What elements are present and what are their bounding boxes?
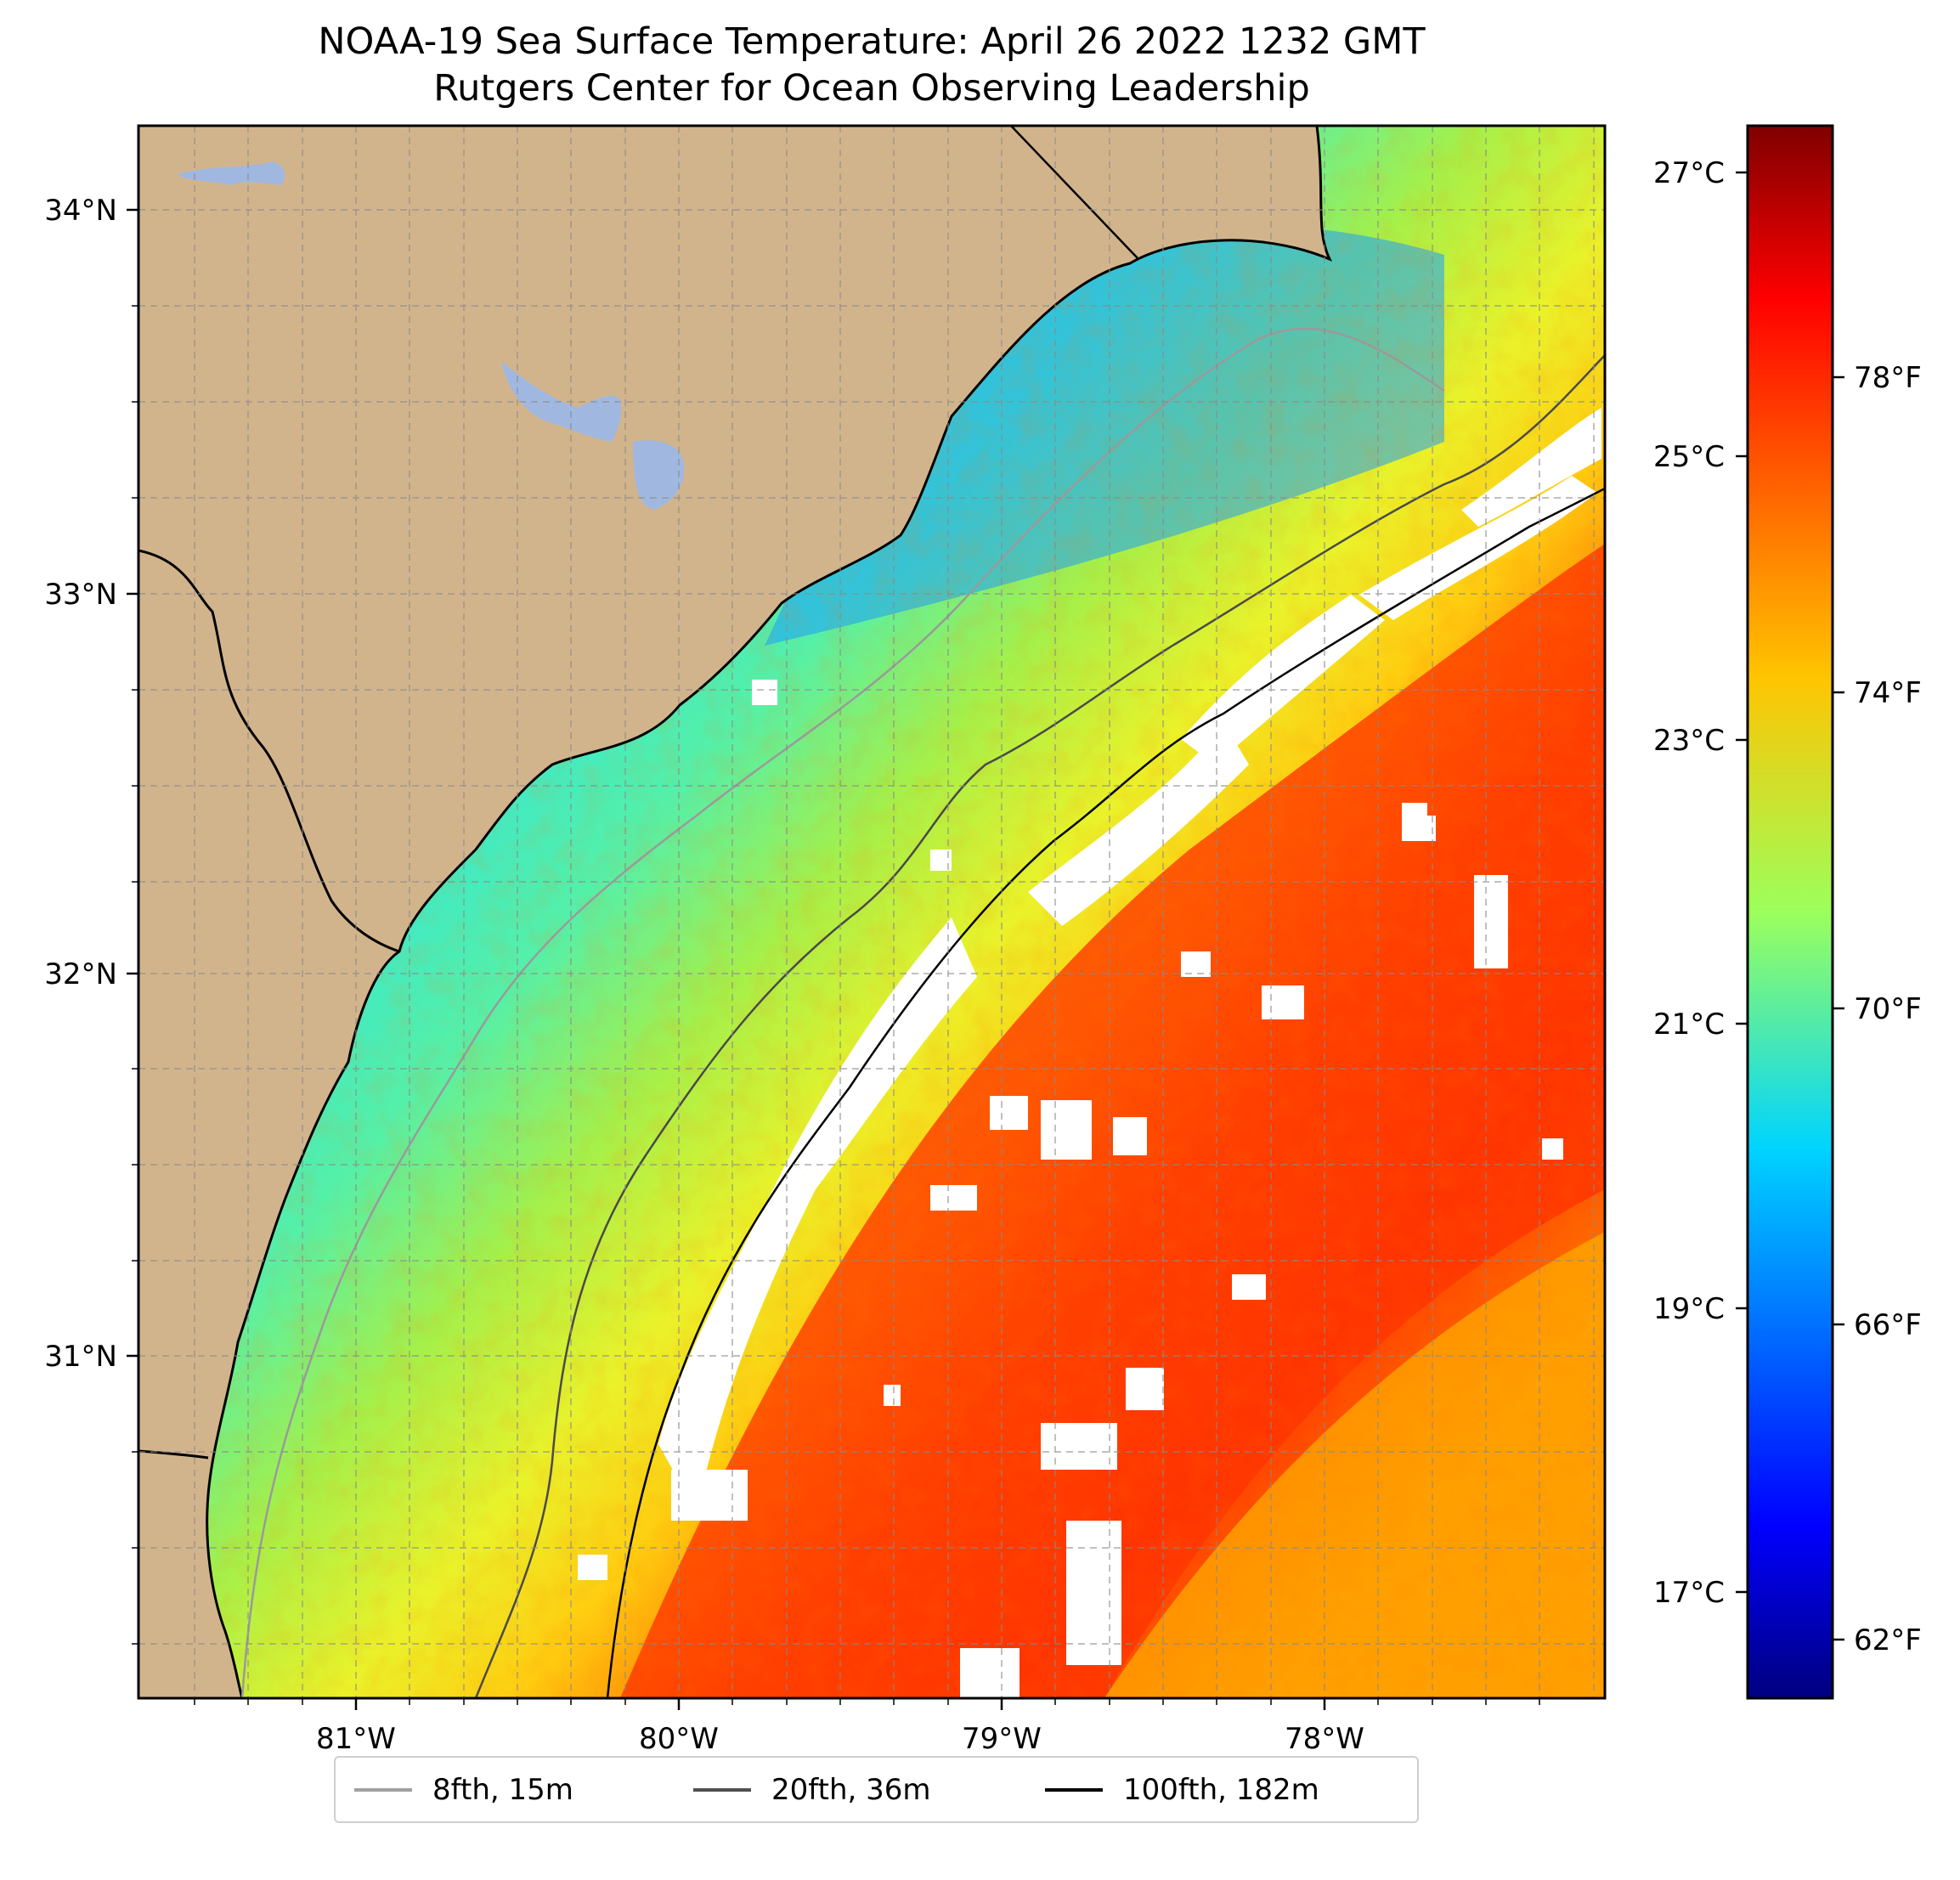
isobath-100fth bbox=[606, 487, 1605, 1698]
legend-item-20fth: 20fth, 36m bbox=[693, 1758, 931, 1821]
legend-label: 100fth, 182m bbox=[1123, 1772, 1319, 1807]
legend-swatch bbox=[1045, 1787, 1103, 1792]
map-border bbox=[137, 124, 1607, 1700]
colorbar-f-label: 70°F bbox=[1854, 992, 1922, 1026]
state-border-nc-sc bbox=[1010, 126, 1139, 260]
legend-label: 20fth, 36m bbox=[771, 1772, 931, 1807]
legend-item-8fth: 8fth, 15m bbox=[354, 1758, 573, 1821]
lat-tick-label: 34°N bbox=[44, 194, 117, 228]
colorbar-f-label: 74°F bbox=[1854, 676, 1922, 710]
map-title: NOAA-19 Sea Surface Temperature: April 2… bbox=[318, 20, 1426, 63]
colorbar bbox=[1746, 124, 1834, 1700]
land-mass bbox=[138, 126, 1330, 1698]
colorbar-c-label: 19°C bbox=[1653, 1292, 1725, 1326]
colorbar-c-label: 17°C bbox=[1653, 1576, 1725, 1610]
lon-tick-label: 80°W bbox=[639, 1722, 719, 1756]
coastline bbox=[206, 126, 1333, 1698]
colorbar-f-label: 62°F bbox=[1854, 1623, 1922, 1657]
colorbar-c-label: 25°C bbox=[1653, 440, 1725, 474]
colorbar-c-label: 27°C bbox=[1653, 156, 1725, 190]
isobath-8fth bbox=[240, 327, 1445, 1698]
colorbar-c-label: 23°C bbox=[1653, 724, 1725, 758]
lat-tick-label: 32°N bbox=[44, 957, 117, 991]
legend-swatch bbox=[693, 1787, 751, 1792]
isobath-legend: 8fth, 15m 20fth, 36m 100fth, 182m bbox=[334, 1756, 1419, 1823]
map-subtitle: Rutgers Center for Ocean Observing Leade… bbox=[433, 67, 1310, 110]
lon-tick-label: 79°W bbox=[962, 1722, 1042, 1756]
legend-item-100fth: 100fth, 182m bbox=[1045, 1758, 1319, 1821]
lon-tick-label: 81°W bbox=[316, 1722, 396, 1756]
colorbar-c-label: 21°C bbox=[1653, 1008, 1725, 1042]
legend-label: 8fth, 15m bbox=[432, 1772, 573, 1807]
colorbar-f-label: 66°F bbox=[1854, 1308, 1922, 1342]
legend-swatch bbox=[354, 1787, 412, 1792]
cloud-mask bbox=[578, 408, 1601, 1698]
colorbar-f-label: 78°F bbox=[1854, 361, 1922, 395]
lon-tick-label: 78°W bbox=[1285, 1722, 1364, 1756]
state-border-ga-sc bbox=[138, 549, 400, 953]
lat-tick-label: 31°N bbox=[44, 1340, 117, 1374]
gridlines bbox=[138, 126, 1605, 1698]
lat-tick-label: 33°N bbox=[44, 578, 117, 612]
isobath-20fth bbox=[474, 354, 1605, 1698]
